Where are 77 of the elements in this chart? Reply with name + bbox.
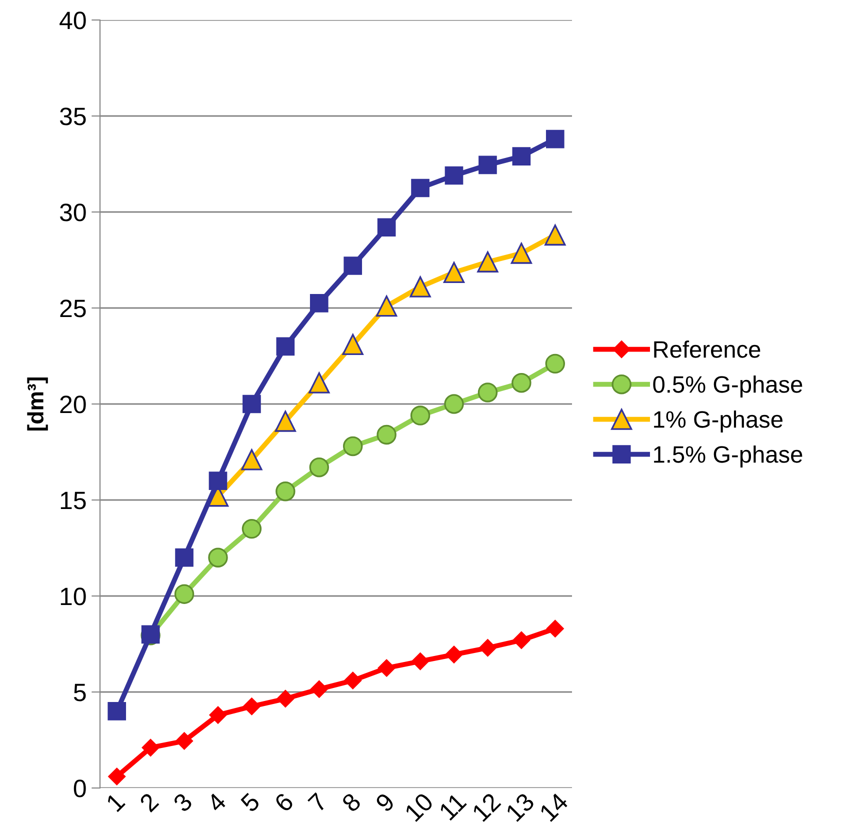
- point: [512, 373, 532, 393]
- point: [545, 354, 566, 374]
- point: [478, 382, 498, 402]
- y-tick-label: 10: [60, 588, 86, 606]
- point: [276, 337, 295, 356]
- x-tick-label: 7: [308, 792, 328, 813]
- point: [344, 256, 362, 275]
- point: [544, 224, 566, 246]
- x-tick-label: 11: [438, 792, 467, 821]
- x-tick-label: 5: [240, 792, 261, 813]
- legend-label: Reference: [654, 340, 760, 358]
- point: [176, 732, 193, 750]
- point: [174, 584, 194, 604]
- point: [308, 372, 330, 394]
- y-tick-label: 20: [60, 396, 86, 414]
- point: [242, 394, 261, 414]
- x-tick-label: 4: [206, 792, 227, 814]
- point: [378, 659, 396, 677]
- y-tick-label: 35: [60, 108, 86, 126]
- point: [546, 620, 564, 638]
- point: [512, 631, 530, 649]
- y-tick-label: 15: [60, 492, 86, 510]
- point: [310, 294, 328, 312]
- point: [510, 242, 532, 264]
- point: [344, 672, 362, 690]
- point: [410, 276, 431, 298]
- y-tick-label: 25: [60, 300, 86, 318]
- x-tick-label: 3: [172, 792, 194, 813]
- x-tick-label: 10: [404, 792, 434, 822]
- point: [477, 251, 498, 272]
- y-tick-label: 0: [74, 780, 86, 798]
- x-tick-label: 2: [138, 792, 160, 813]
- y-tick-label: 30: [60, 204, 86, 222]
- point: [443, 262, 465, 284]
- x-tick-label: 6: [274, 792, 294, 813]
- y-tick-label: 40: [60, 12, 86, 30]
- y-tick-label: 5: [74, 684, 86, 702]
- point: [208, 472, 228, 490]
- point: [412, 652, 429, 670]
- point: [241, 449, 262, 470]
- point: [142, 738, 160, 756]
- point: [175, 548, 194, 567]
- x-tick-label: 8: [340, 792, 362, 813]
- point: [276, 481, 296, 502]
- point: [444, 394, 464, 414]
- point: [445, 646, 463, 664]
- y-axis-title: [dm³]: [27, 377, 48, 431]
- point: [376, 424, 396, 445]
- point: [512, 147, 531, 166]
- legend-label: 1% G-phase: [654, 410, 782, 433]
- point: [242, 518, 262, 539]
- point: [276, 690, 294, 708]
- point: [243, 698, 260, 716]
- point: [209, 706, 227, 724]
- point: [376, 296, 398, 317]
- x-tick-label: 13: [505, 792, 536, 822]
- point: [342, 436, 363, 456]
- point: [274, 410, 296, 432]
- point: [342, 334, 364, 356]
- x-tick-label: 9: [374, 792, 396, 813]
- point: [108, 702, 126, 720]
- legend-label: 0.5% G-phase: [653, 375, 802, 398]
- point: [108, 768, 126, 786]
- point: [309, 457, 330, 478]
- x-tick-label: 14: [539, 792, 570, 822]
- point: [310, 680, 328, 698]
- point: [478, 156, 497, 174]
- x-tick-label: 12: [471, 792, 502, 822]
- point: [546, 130, 564, 148]
- legend-label: 1.5% G-phase: [654, 445, 802, 468]
- point: [208, 548, 228, 568]
- point: [444, 166, 464, 185]
- point: [377, 218, 396, 237]
- point: [410, 406, 430, 426]
- point: [411, 178, 430, 198]
- point: [479, 639, 496, 657]
- x-tick-label: 1: [106, 792, 126, 812]
